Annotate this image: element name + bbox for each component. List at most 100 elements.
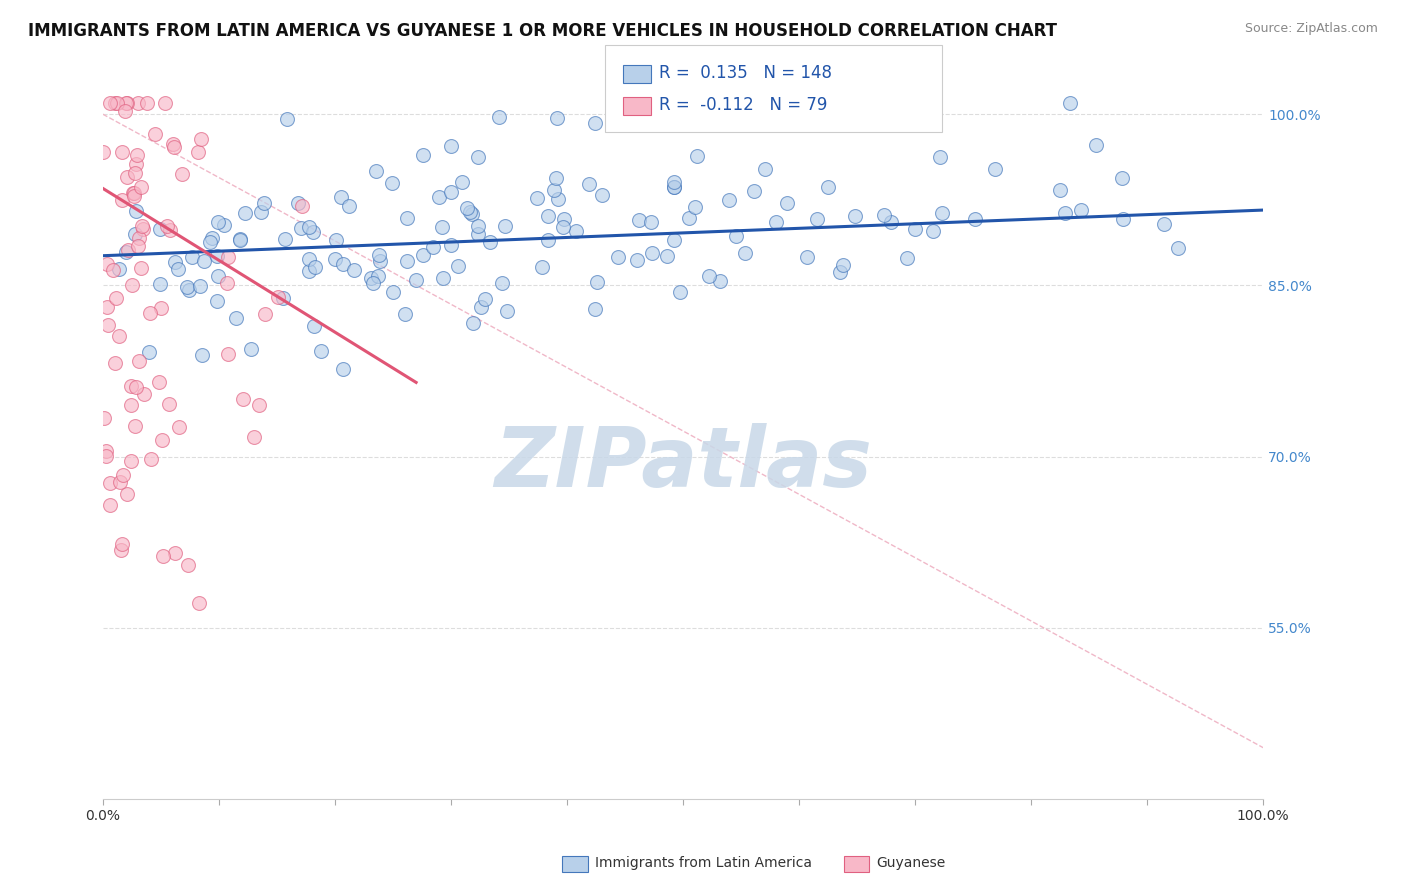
Point bbox=[149, 301, 172, 316]
Point bbox=[108, 261, 131, 276]
Point bbox=[124, 204, 146, 219]
Point bbox=[165, 546, 187, 560]
Point bbox=[124, 189, 146, 203]
Point bbox=[170, 167, 193, 181]
Point bbox=[132, 222, 155, 236]
Point bbox=[461, 316, 484, 330]
Point bbox=[162, 137, 184, 152]
Point bbox=[124, 166, 146, 180]
Point bbox=[139, 452, 162, 467]
Point bbox=[97, 318, 120, 332]
Point bbox=[225, 310, 247, 325]
Point bbox=[239, 343, 262, 357]
Point bbox=[96, 444, 118, 458]
Point bbox=[1053, 206, 1076, 220]
Point bbox=[330, 190, 353, 204]
Point bbox=[1112, 211, 1135, 226]
Point bbox=[138, 305, 160, 319]
Point bbox=[127, 95, 149, 110]
Point bbox=[187, 145, 209, 160]
Point bbox=[112, 468, 135, 483]
Point bbox=[683, 200, 706, 214]
Point bbox=[922, 224, 945, 238]
Point bbox=[301, 226, 323, 240]
Point bbox=[124, 227, 146, 241]
Point bbox=[153, 95, 176, 110]
Point bbox=[302, 318, 325, 333]
Point bbox=[394, 307, 416, 321]
Point bbox=[544, 170, 567, 185]
Point bbox=[115, 169, 138, 184]
Point bbox=[432, 271, 454, 285]
Point bbox=[467, 150, 489, 164]
Point bbox=[467, 219, 489, 233]
Point bbox=[207, 215, 229, 229]
Point bbox=[754, 161, 776, 176]
Point bbox=[765, 215, 787, 229]
Text: Guyanese: Guyanese bbox=[876, 856, 945, 871]
Point bbox=[796, 250, 818, 264]
Point bbox=[253, 196, 276, 211]
Point bbox=[1153, 217, 1175, 231]
Point bbox=[179, 283, 201, 297]
Point bbox=[205, 249, 228, 263]
Point bbox=[150, 434, 173, 448]
Point bbox=[537, 233, 560, 247]
Point bbox=[108, 475, 131, 489]
Point bbox=[190, 132, 212, 146]
Point bbox=[364, 163, 387, 178]
Point bbox=[742, 184, 765, 198]
Point bbox=[1167, 242, 1189, 256]
Point bbox=[440, 139, 463, 153]
Point bbox=[412, 248, 434, 262]
Point bbox=[94, 449, 117, 463]
Point bbox=[198, 235, 221, 249]
Point bbox=[725, 229, 748, 244]
Point bbox=[697, 268, 720, 283]
Point bbox=[167, 419, 190, 434]
Point bbox=[98, 475, 121, 490]
Point bbox=[125, 148, 148, 162]
Point bbox=[127, 239, 149, 253]
Text: R =  -0.112   N = 79: R = -0.112 N = 79 bbox=[659, 96, 828, 114]
Point bbox=[188, 279, 211, 293]
Point bbox=[115, 95, 138, 110]
Point bbox=[440, 185, 463, 199]
Point bbox=[662, 175, 685, 189]
Point bbox=[128, 231, 150, 245]
Point bbox=[290, 220, 312, 235]
Point bbox=[655, 249, 678, 263]
Point bbox=[929, 150, 952, 164]
Point bbox=[461, 207, 484, 221]
Point bbox=[114, 104, 136, 119]
Point bbox=[396, 211, 419, 226]
Point bbox=[120, 454, 142, 468]
Point bbox=[360, 270, 382, 285]
Point bbox=[124, 418, 146, 433]
Point bbox=[776, 195, 799, 210]
Point bbox=[287, 196, 309, 211]
Point bbox=[361, 277, 384, 291]
Point bbox=[120, 398, 142, 412]
Point bbox=[181, 250, 204, 264]
Point bbox=[832, 258, 855, 272]
Point bbox=[247, 398, 270, 412]
Point bbox=[217, 347, 239, 361]
Point bbox=[526, 192, 548, 206]
Point bbox=[494, 219, 516, 234]
Point bbox=[298, 264, 321, 278]
Point bbox=[578, 177, 600, 191]
Point bbox=[274, 231, 297, 245]
Point bbox=[188, 596, 211, 610]
Point bbox=[488, 110, 510, 124]
Point bbox=[176, 280, 198, 294]
Point bbox=[717, 193, 740, 207]
Point bbox=[325, 252, 347, 266]
Point bbox=[104, 95, 127, 110]
Point bbox=[233, 206, 256, 220]
Point bbox=[115, 244, 138, 259]
Point bbox=[591, 187, 613, 202]
Point bbox=[110, 542, 132, 557]
Point bbox=[491, 277, 513, 291]
Point bbox=[474, 292, 496, 306]
